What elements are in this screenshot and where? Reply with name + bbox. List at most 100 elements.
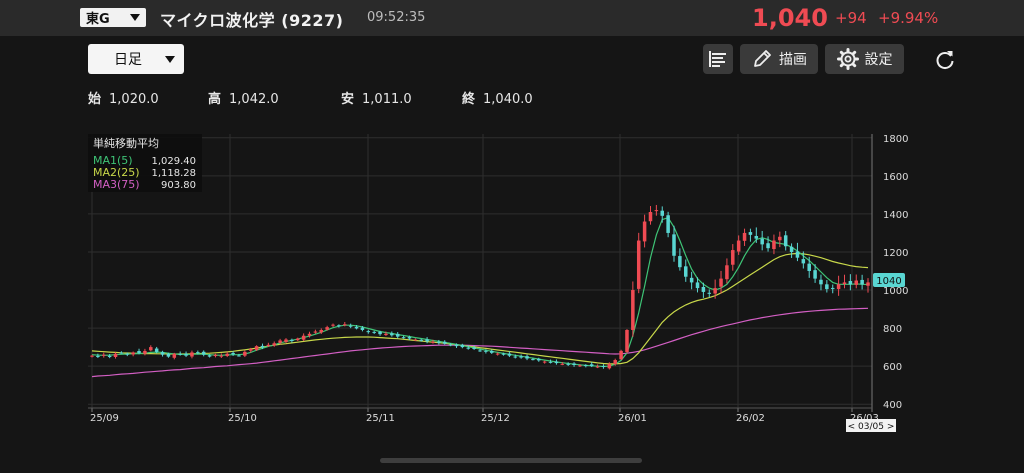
candle [495, 352, 500, 356]
candle-body [313, 331, 318, 333]
candle [219, 353, 224, 358]
candle-body [395, 333, 400, 337]
candle-body [766, 243, 770, 249]
low-value: 1,011.0 [362, 92, 412, 107]
candle [648, 206, 653, 225]
candle-body [213, 354, 218, 357]
low-label: 安 [341, 92, 355, 107]
period-selector[interactable]: 日足 [88, 44, 184, 74]
candle-body [719, 278, 723, 287]
legend-title: 単純移動平均 [93, 136, 159, 150]
candle [419, 338, 423, 342]
candle [542, 360, 547, 364]
candle-body [431, 341, 435, 343]
candle-body [149, 347, 153, 351]
candle-body [372, 331, 376, 333]
candle [572, 362, 576, 367]
candle [442, 340, 447, 345]
candle [466, 345, 471, 350]
candle [760, 230, 764, 251]
candle-body [478, 350, 482, 352]
candle-body [613, 360, 617, 365]
candle [101, 352, 106, 358]
candle [778, 231, 782, 248]
candle-body [672, 234, 676, 256]
ohlc-open: 始 1,020.0 [88, 88, 159, 107]
candle [589, 362, 594, 368]
candle [301, 333, 306, 342]
candle-body [378, 331, 382, 335]
close-value: 1,040.0 [483, 92, 533, 107]
ma-legend: 単純移動平均 MA1(5) 1,029.40 MA2(25) 1,118.28 … [88, 134, 202, 192]
candle [701, 282, 706, 298]
candle [360, 326, 365, 332]
candle-body [190, 352, 194, 357]
y-tick-label: 1600 [883, 172, 908, 183]
candle [201, 350, 206, 357]
open-label: 始 [88, 92, 102, 107]
candle [354, 325, 359, 330]
candle [131, 351, 135, 357]
candle-body [860, 279, 864, 285]
candle [801, 251, 806, 269]
market-selector[interactable]: 東G [80, 8, 146, 27]
candle-body [742, 232, 747, 241]
x-tick-label: 25/09 [90, 413, 119, 424]
candle [766, 236, 770, 252]
candle-body [325, 327, 329, 330]
legend-ma1-value: 1,029.40 [151, 156, 196, 167]
candle [243, 350, 247, 358]
legend-ma1-name: MA1(5) [93, 154, 133, 167]
candle-body [554, 361, 559, 364]
candle-body [495, 353, 500, 355]
candle-body [331, 324, 335, 326]
candle-body [631, 290, 635, 330]
candle [683, 259, 688, 282]
candle-body [754, 235, 759, 239]
candle [225, 351, 229, 358]
candle-body [842, 282, 847, 285]
legend-ma3-value: 903.80 [161, 180, 196, 191]
candle-body [231, 352, 235, 355]
reload-button[interactable] [933, 48, 957, 72]
candle-body [695, 282, 700, 289]
candle-body [425, 339, 429, 342]
last-price-tag-text: 1040 [876, 276, 901, 287]
candle [619, 349, 623, 361]
candle-body [225, 353, 229, 356]
candle-body [578, 365, 582, 367]
candle [860, 274, 864, 290]
candle-body [707, 292, 712, 294]
x-tick-label: 25/10 [228, 413, 257, 424]
candle-body [783, 235, 788, 247]
candle [278, 338, 282, 345]
candle-body [384, 333, 388, 336]
candle [266, 342, 271, 347]
candle-body [660, 210, 665, 216]
candle-body [196, 352, 200, 354]
candle-body [207, 355, 212, 357]
cursor-date-tag[interactable]: < 03/05 > [846, 419, 896, 432]
candle [754, 227, 759, 243]
candle-body [713, 288, 717, 294]
candle [519, 354, 523, 359]
indicator-list-button[interactable] [703, 44, 733, 74]
candle [319, 328, 324, 334]
candle-body [689, 277, 694, 283]
draw-button[interactable]: 描画 [740, 44, 818, 74]
candle-body [137, 351, 141, 354]
settings-button[interactable]: 設定 [825, 44, 904, 74]
candle-body [278, 340, 282, 343]
candle [707, 289, 712, 298]
candle [207, 354, 212, 358]
candle-body [360, 327, 365, 330]
candle-body [572, 363, 576, 365]
ohlc-low: 安 1,011.0 [341, 88, 412, 107]
candle [689, 271, 694, 290]
candle [437, 339, 441, 345]
candle-body [348, 325, 353, 327]
candle-body [848, 280, 853, 285]
candle [830, 284, 835, 294]
ohlc-high: 高 1,042.0 [208, 88, 279, 107]
